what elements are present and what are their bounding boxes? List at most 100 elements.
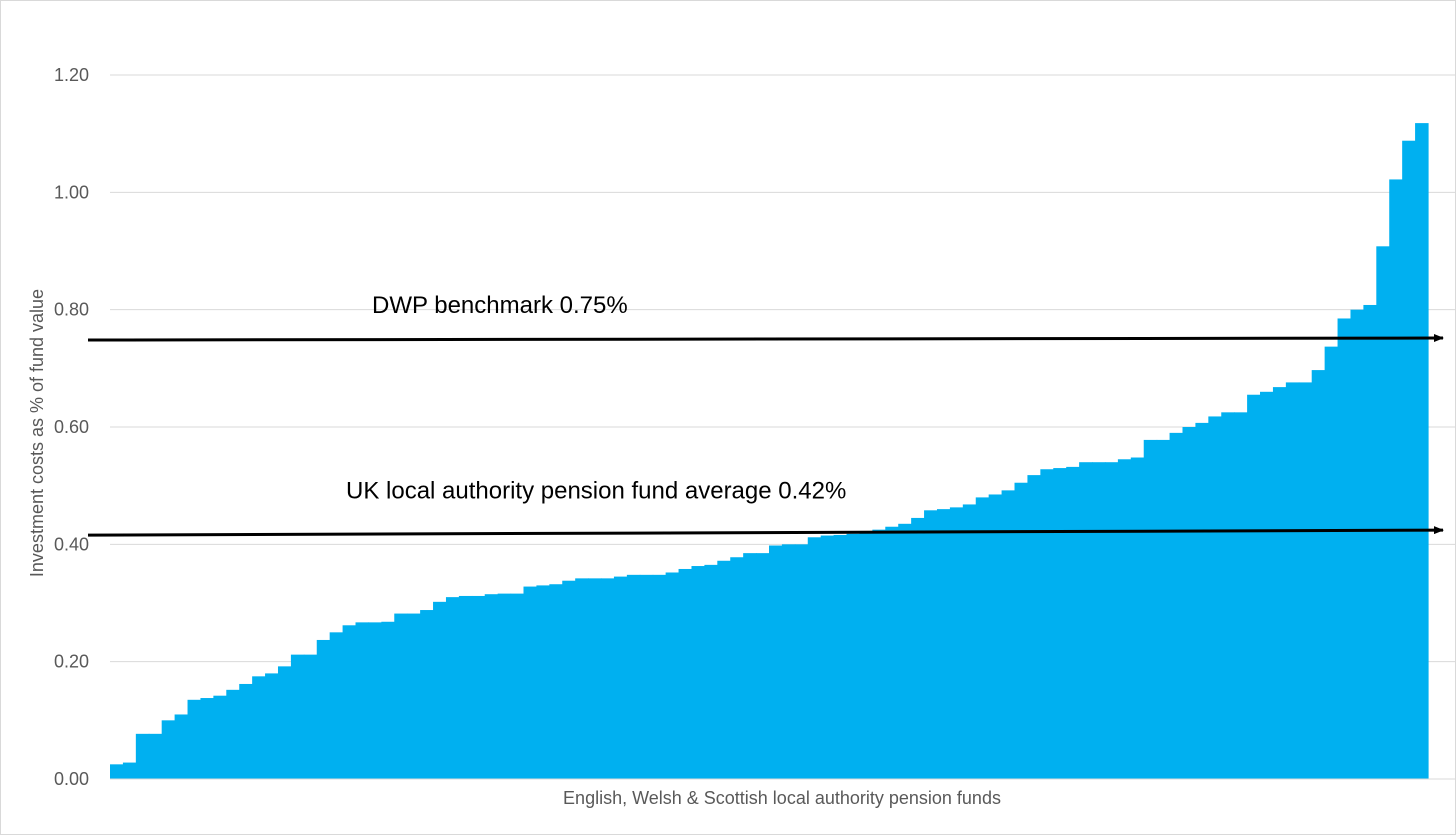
annotations: DWP benchmark 0.75% UK local authority pe… [87,292,1444,537]
bar [730,557,744,779]
y-tick-label: 0.60 [54,417,89,437]
dwp-benchmark-arrow [87,334,1444,343]
bar [1285,382,1300,779]
bar [820,535,835,779]
y-axis-title: Investment costs as % of fund value [27,289,47,577]
bar [626,574,641,779]
bar [213,695,227,779]
y-tick-label: 0.40 [54,534,89,554]
bar [316,639,331,779]
bar [717,560,731,779]
bar [200,698,214,779]
bar [1182,427,1197,779]
bar [885,526,899,779]
bar [1156,439,1171,779]
bar [484,594,499,779]
bar [898,523,912,779]
bar [639,574,654,779]
bar [226,689,240,779]
bar [1260,391,1274,779]
bar [1079,462,1093,779]
bar [1247,394,1261,779]
bar [781,544,796,779]
bar [833,534,848,779]
bar [161,720,176,779]
bar [1221,412,1235,779]
bar [846,533,861,779]
bar [277,666,292,779]
bar [252,676,266,779]
y-axis-ticks: 0.00 0.20 0.40 0.60 0.80 1.00 1.20 [54,65,89,789]
bar [613,576,628,779]
bar [807,537,822,779]
bar [588,578,602,779]
bar [148,733,163,779]
bar [601,578,615,779]
bar [975,497,990,779]
bar [471,595,486,779]
bar [433,601,447,779]
bar [1415,123,1429,780]
bar [110,764,124,779]
bar [962,504,977,779]
bar [1208,416,1222,779]
la-average-arrow [87,526,1444,537]
bar [1014,482,1029,779]
bar [174,714,189,779]
bar [1298,382,1313,779]
bar [756,553,770,779]
bar [1376,246,1390,779]
bar [665,572,680,779]
bar [949,507,964,779]
bar [549,584,563,779]
bar [290,654,305,779]
bar [239,683,253,779]
y-tick-label: 0.00 [54,769,89,789]
y-tick-label: 1.20 [54,65,89,85]
bar [394,613,408,779]
bar [497,593,512,779]
y-tick-label: 0.20 [54,652,89,672]
bar [1143,439,1158,779]
bar [924,510,938,779]
bar [536,585,550,779]
bar [1402,140,1416,779]
bar [743,553,757,779]
bar [122,762,137,779]
bar [1363,304,1377,779]
bar [407,613,421,779]
bar [420,610,434,779]
y-tick-label: 1.00 [54,182,89,202]
y-tick-label: 0.80 [54,300,89,320]
bars [110,123,1429,780]
bar [303,654,318,779]
bar [265,673,279,779]
la-average-label: UK local authority pension fund average … [346,478,846,505]
bar [510,593,525,779]
bar [1350,309,1364,779]
bar [575,578,589,779]
bar [445,597,460,779]
bar [342,625,357,779]
bar [458,595,473,779]
bar [1117,459,1132,779]
x-axis-title: English, Welsh & Scottish local authorit… [563,788,1001,808]
bar [704,564,718,779]
bar [1234,412,1248,779]
bar [1195,422,1209,779]
bar [562,580,576,779]
bar [1040,469,1054,779]
bar [1169,432,1184,779]
bar [1027,475,1041,779]
bar [794,544,809,779]
bar [355,622,370,779]
bar [1324,346,1339,779]
bar [678,568,693,779]
bar [1311,370,1326,779]
bar [691,566,705,779]
bar [769,545,783,779]
bar [1053,468,1067,779]
bar [652,574,667,779]
bar [859,532,873,779]
